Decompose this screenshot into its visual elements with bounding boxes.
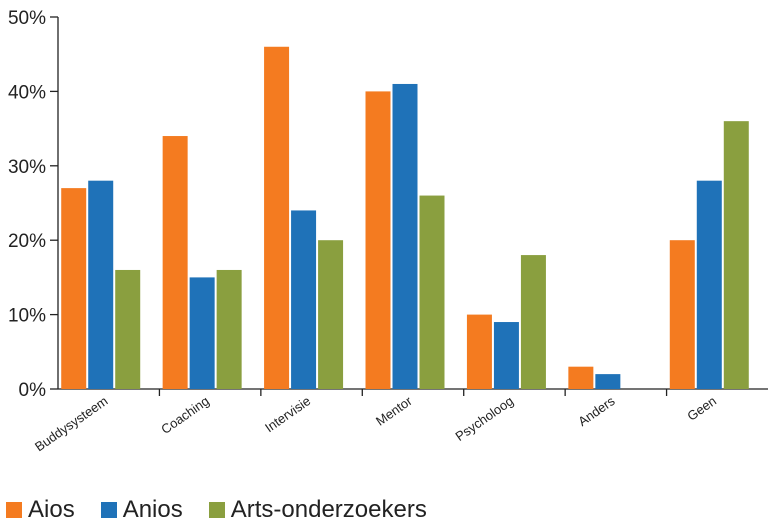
bar-anios-psycholoog (493, 322, 519, 389)
bar-aios-mentor (365, 91, 391, 390)
legend-item-anios: Anios (100, 496, 183, 524)
bar-anios-anders (595, 374, 621, 389)
legend-swatch-aios (6, 502, 22, 518)
bar-anios-coaching (189, 277, 215, 389)
bar-arts-onderzoekers-buddysysteem (115, 269, 141, 389)
y-tick-label: 50% (8, 8, 46, 29)
x-tick-label: Anders (575, 393, 618, 429)
bar-arts-onderzoekers-intervisie (318, 240, 344, 389)
bar-aios-geen (669, 240, 695, 389)
bar-aios-psycholoog (466, 314, 492, 389)
bar-aios-buddysysteem (61, 188, 87, 389)
x-tick-label: Mentor (373, 393, 415, 429)
bar-anios-buddysysteem (88, 180, 114, 389)
x-tick-label: Intervisie (262, 393, 313, 435)
bar-anios-intervisie (291, 210, 317, 389)
x-tick-label: Buddysysteem (32, 393, 110, 454)
y-tick-label: 30% (8, 157, 46, 178)
bar-arts-onderzoekers-geen (723, 121, 749, 389)
bar-arts-onderzoekers-mentor (419, 195, 445, 389)
bar-aios-intervisie (264, 46, 290, 389)
bar-arts-onderzoekers-psycholoog (520, 255, 546, 389)
bar-aios-anders (568, 366, 594, 389)
legend-item-aios: Aios (6, 496, 75, 524)
x-tick-label: Psycholoog (452, 393, 516, 444)
legend-swatch-anios (100, 502, 117, 518)
x-tick-label: Coaching (158, 393, 212, 437)
y-tick-label: 40% (8, 82, 46, 103)
bar-anios-geen (696, 180, 722, 389)
legend-item-arts-onderzoekers: Arts-onderzoekers (208, 496, 427, 524)
y-tick-label: 20% (8, 231, 46, 252)
y-tick-label: 10% (8, 306, 46, 327)
bar-anios-mentor (392, 83, 418, 390)
legend-label-arts-onderzoekers: Arts-onderzoekers (230, 496, 427, 523)
legend-label-anios: Anios (122, 496, 183, 523)
bar-aios-coaching (162, 136, 188, 389)
x-tick-label: Geen (684, 393, 719, 424)
legend-swatch-arts-onderzoekers (208, 502, 225, 518)
y-tick-label: 0% (19, 380, 47, 401)
legend-label-aios: Aios (28, 496, 75, 523)
bar-arts-onderzoekers-coaching (216, 269, 242, 389)
legend: Aios Anios Arts-onderzoekers (6, 496, 427, 524)
